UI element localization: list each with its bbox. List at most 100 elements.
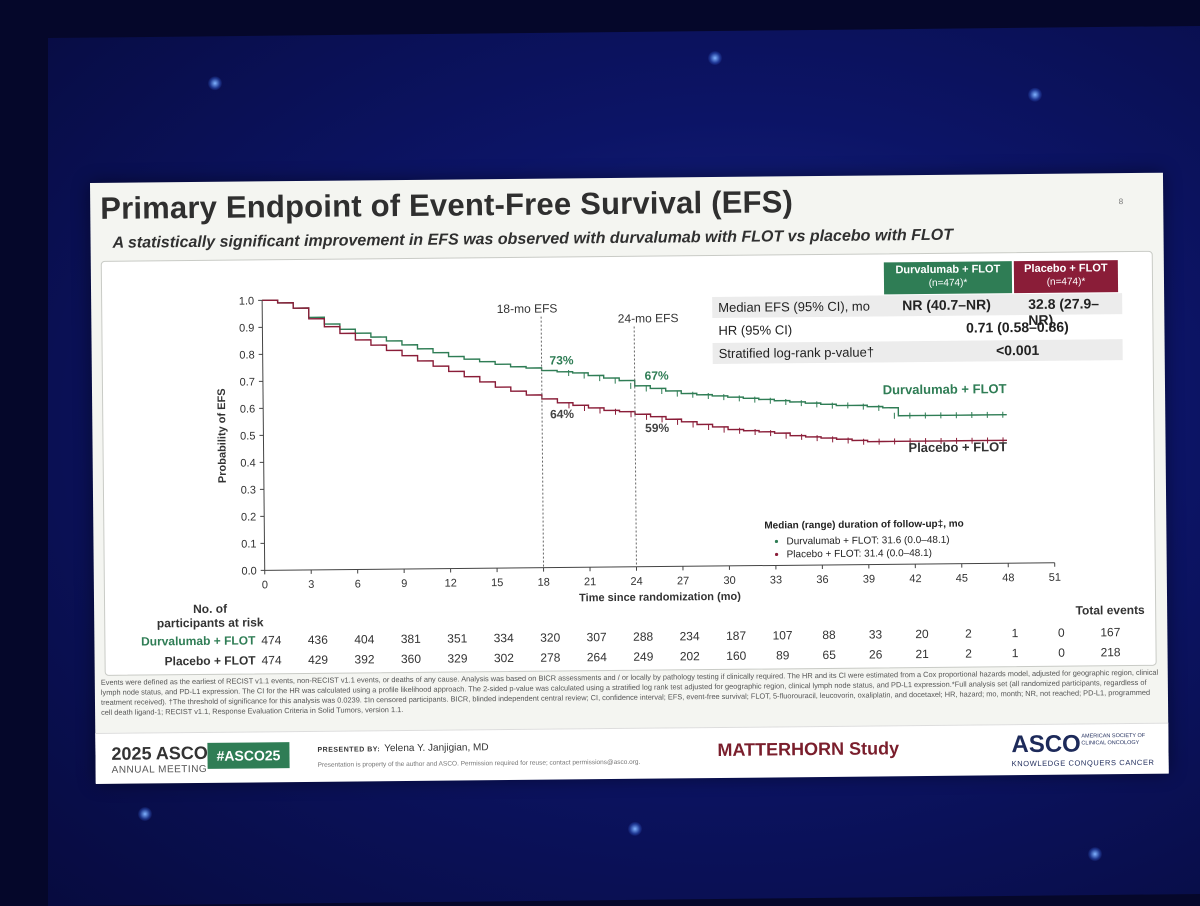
risk-cell: 107 [772, 628, 792, 642]
y-tick-label: 0.7 [240, 376, 255, 388]
risk-cell: 278 [540, 651, 560, 665]
risk-cell: 360 [401, 652, 421, 666]
pbo-header-label: Placebo + FLOT [1014, 262, 1118, 276]
pbo-header-n: (n=474)* [1014, 275, 1118, 289]
x-tick-label: 27 [677, 575, 689, 587]
followup-title: Median (range) duration of follow-up‡, m… [764, 519, 964, 532]
risk-cell: 249 [633, 650, 653, 664]
risk-cell: 381 [401, 632, 421, 646]
x-tick-label: 45 [956, 573, 968, 585]
risk-cell: 21 [915, 647, 929, 661]
risk-cell: 429 [308, 653, 328, 667]
risk-cell: 334 [494, 631, 514, 645]
y-tick-label: 1.0 [239, 295, 254, 307]
risk-cell: 404 [354, 632, 374, 646]
risk-cell: 1 [1011, 626, 1018, 640]
asco-meeting-year: 2025 ASCO [111, 743, 208, 765]
y-tick-label: 0.1 [241, 538, 256, 550]
annotation-59pct: 59% [645, 421, 669, 435]
background-node-icon [208, 76, 222, 90]
median-efs-row: Median EFS (95% CI), mo NR (40.7–NR) 32.… [712, 293, 1122, 318]
x-tick-label: 12 [445, 577, 457, 589]
hashtag-badge: #ASCO25 [207, 742, 289, 769]
risk-cell: 351 [447, 631, 467, 645]
pvalue-label: Stratified log-rank p-value† [719, 344, 874, 360]
x-tick-label: 9 [401, 578, 407, 590]
pvalue-row: Stratified log-rank p-value† <0.001 [713, 339, 1123, 364]
followup-durv-bullet-icon [775, 540, 778, 543]
risk-cell: 474 [261, 633, 281, 647]
risk-cell: 187 [726, 629, 746, 643]
x-tick-label: 36 [816, 574, 828, 586]
asco-logo-tagline: KNOWLEDGE CONQUERS CANCER [1012, 758, 1155, 768]
risk-cell: 302 [494, 651, 514, 665]
risk-cell: 33 [869, 627, 883, 641]
risk-total: 167 [1100, 625, 1120, 639]
footnote: Events were defined as the earliest of R… [101, 668, 1161, 718]
background-node-icon [1028, 88, 1042, 102]
asco-meeting-label: ANNUAL MEETING [112, 764, 208, 776]
hr-label: HR (95% CI) [718, 322, 792, 338]
annotation-67pct: 67% [645, 369, 669, 383]
y-tick-label: 0.2 [241, 511, 256, 523]
x-tick-label: 33 [770, 574, 782, 586]
risk-cell: 20 [915, 627, 929, 641]
y-axis-title: Probability of EFS [216, 388, 229, 483]
risk-cell: 65 [822, 648, 836, 662]
y-tick-label: 0.6 [240, 403, 255, 415]
asco-logo: ASCO [1011, 731, 1081, 760]
x-tick-label: 30 [723, 575, 735, 587]
risk-cell: 2 [965, 647, 972, 661]
median-efs-label: Median EFS (95% CI), mo [718, 299, 870, 315]
x-axis-line [265, 563, 1055, 571]
page-number: 8 [1119, 197, 1124, 206]
risk-cell: 2 [965, 627, 972, 641]
risk-cell: 436 [308, 633, 328, 647]
x-tick-label: 39 [863, 573, 875, 585]
risk-cell: 392 [354, 652, 374, 666]
pbo-curve-legend: Placebo + FLOT [908, 439, 1007, 455]
background-node-icon [708, 51, 722, 65]
x-tick-label: 21 [584, 576, 596, 588]
median-efs-durv: NR (40.7–NR) [902, 296, 991, 313]
risk-cell: 288 [633, 630, 653, 644]
durv-header: Durvalumab + FLOT (n=474)* [884, 261, 1012, 294]
risk-cell: 26 [869, 647, 883, 661]
followup-pbo: Placebo + FLOT: 31.4 (0.0–48.1) [787, 548, 932, 560]
risk-total: 218 [1100, 645, 1120, 659]
annotation-73pct: 73% [549, 353, 573, 367]
presented-by: PRESENTED BY:Yelena Y. Janjigian, MD [317, 742, 488, 755]
x-tick-label: 6 [355, 578, 361, 590]
risk-row-label-pbo: Placebo + FLOT [164, 653, 256, 668]
ref-line-24mo [634, 326, 636, 566]
background-node-icon [628, 822, 642, 836]
x-tick-label: 42 [909, 573, 921, 585]
x-tick-label: 3 [308, 579, 314, 591]
risk-cell: 320 [540, 631, 560, 645]
annotation-64pct: 64% [550, 407, 574, 421]
followup-durv: Durvalumab + FLOT: 31.6 (0.0–48.1) [786, 535, 949, 548]
slide: Primary Endpoint of Event-Free Survival … [90, 173, 1169, 783]
risk-cell: 160 [726, 649, 746, 663]
x-tick-label: 0 [262, 579, 268, 591]
durv-header-label: Durvalumab + FLOT [884, 263, 1012, 277]
risk-cell: 264 [587, 650, 607, 664]
risk-row-label-durv: Durvalumab + FLOT [141, 633, 256, 648]
x-tick-label: 48 [1002, 572, 1014, 584]
x-tick-label: 15 [491, 577, 503, 589]
risk-cell: 1 [1012, 646, 1019, 660]
hr-value: 0.71 (0.58–0.86) [912, 318, 1122, 336]
risk-cell: 89 [776, 648, 790, 662]
x-tick-label: 24 [630, 576, 642, 588]
y-tick-label: 0.0 [241, 565, 256, 577]
background-node-icon [138, 807, 152, 821]
x-axis-title: Time since randomization (mo) [579, 591, 741, 605]
presenter-name: Yelena Y. Janjigian, MD [384, 742, 488, 754]
durv-curve-legend: Durvalumab + FLOT [883, 381, 1007, 397]
y-tick-label: 0.3 [241, 484, 256, 496]
pbo-header: Placebo + FLOT (n=474)* [1014, 260, 1118, 293]
total-events-header: Total events [1076, 603, 1146, 618]
y-tick-label: 0.4 [240, 457, 255, 469]
risk-cell: 0 [1058, 646, 1065, 660]
